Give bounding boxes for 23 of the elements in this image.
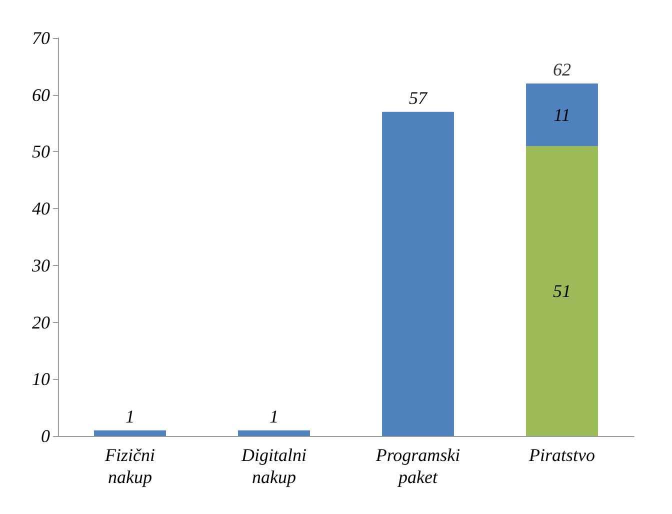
data-label: 1	[126, 406, 134, 426]
data-label: 57	[409, 88, 428, 108]
bar	[382, 112, 454, 436]
bar	[238, 430, 310, 436]
y-tick-label: 20	[32, 312, 50, 332]
x-tick-label: Piratstvo	[528, 445, 595, 465]
data-label: 51	[553, 281, 571, 302]
y-tick-label: 30	[31, 255, 50, 276]
y-tick-label: 40	[32, 198, 50, 219]
bar	[94, 430, 166, 436]
data-label: 1	[270, 406, 278, 426]
x-tick-label: Programski paket	[374, 445, 460, 487]
bar	[526, 146, 598, 436]
y-tick-label: 10	[32, 369, 50, 390]
y-tick-label: 0	[41, 426, 50, 446]
y-tick-label: 70	[32, 28, 50, 48]
bar	[526, 83, 598, 146]
x-tick-label: Digitalni nakup	[240, 445, 307, 487]
y-tick-label: 60	[32, 84, 50, 105]
x-tick-label: Fizični nakup	[104, 445, 155, 487]
data-label: 11	[554, 104, 570, 125]
total-label: 62	[553, 59, 571, 80]
y-tick-label: 50	[32, 142, 50, 162]
